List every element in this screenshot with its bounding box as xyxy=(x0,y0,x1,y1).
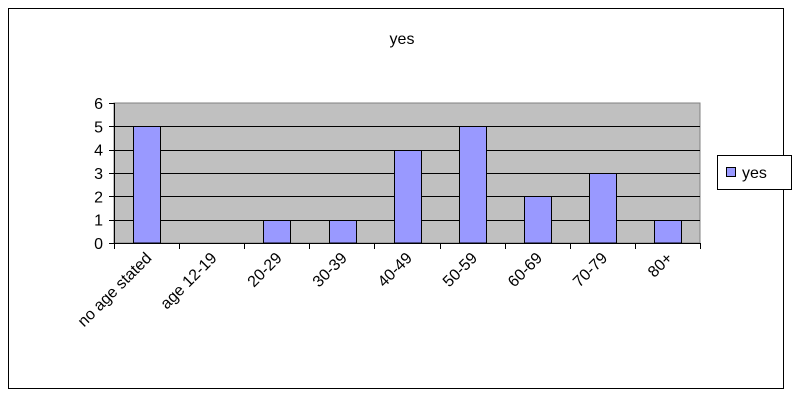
y-tick-label: 4 xyxy=(94,143,103,160)
legend-swatch xyxy=(726,167,736,177)
y-tick-label: 6 xyxy=(94,96,103,113)
y-tick-label: 3 xyxy=(94,166,103,183)
y-axis: 0 1 2 3 4 5 6 xyxy=(94,96,115,253)
bar xyxy=(263,220,291,244)
y-tick-label: 5 xyxy=(94,119,103,136)
bar xyxy=(459,126,487,244)
chart-title: yes xyxy=(390,31,415,48)
bars xyxy=(133,126,682,244)
bar xyxy=(133,126,161,244)
bar xyxy=(654,220,682,244)
y-tick-label: 2 xyxy=(94,189,103,206)
y-tick-label: 0 xyxy=(94,236,103,253)
bar xyxy=(329,220,357,244)
bar xyxy=(589,173,617,244)
legend-label: yes xyxy=(742,165,767,182)
legend: yes xyxy=(717,155,792,190)
y-tick-label: 1 xyxy=(94,213,103,230)
bar xyxy=(394,150,422,244)
bar xyxy=(524,196,552,244)
